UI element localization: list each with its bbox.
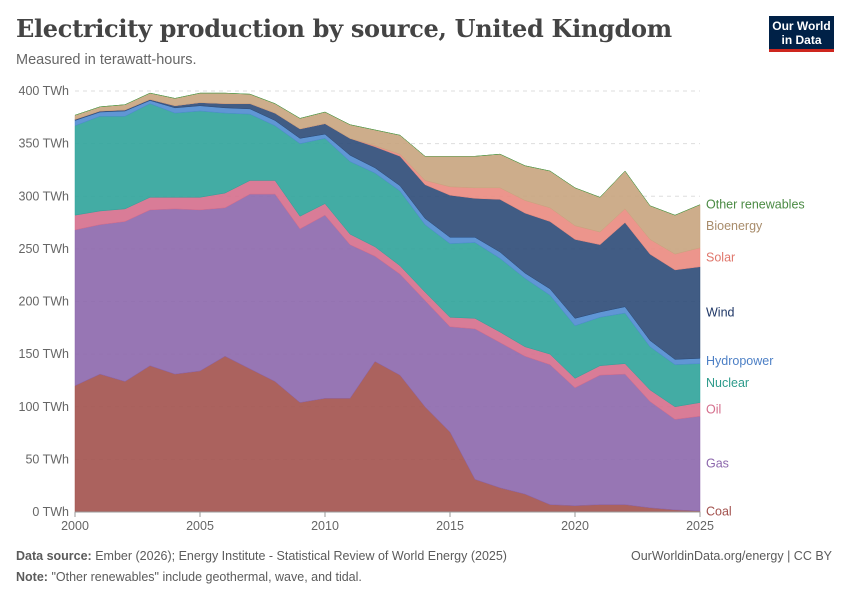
data-source: Data source: Ember (2026); Energy Instit… xyxy=(16,549,507,563)
y-tick-label: 300 TWh xyxy=(19,189,70,203)
y-tick-label: 100 TWh xyxy=(19,400,70,414)
x-tick-label: 2010 xyxy=(311,519,339,533)
y-tick-label: 150 TWh xyxy=(19,347,70,361)
series-label-coal: Coal xyxy=(706,504,732,518)
y-axis: 0 TWh 50 TWh 100 TWh 150 TWh 200 TWh 250 TWh 3… xyxy=(19,84,70,519)
series-label-other-renewables: Other renewables xyxy=(706,198,805,212)
data-source-text: Ember (2026); Energy Institute - Statist… xyxy=(95,549,507,563)
series-labels: Coal Gas Oil Nuclear Hydropower Wind Solar Bioe… xyxy=(706,198,805,519)
logo-line-2: in Data xyxy=(781,33,822,47)
note-label: Note: xyxy=(16,570,48,584)
chart-title: Electricity production by source, United… xyxy=(16,14,672,43)
y-tick-label: 350 TWh xyxy=(19,137,70,151)
x-tick-label: 2005 xyxy=(186,519,214,533)
y-tick-label: 250 TWh xyxy=(19,242,70,256)
y-tick-label: 50 TWh xyxy=(25,452,69,466)
credit-link[interactable]: OurWorldinData.org/energy | CC BY xyxy=(630,549,832,563)
series-label-hydropower: Hydropower xyxy=(706,354,773,368)
series-label-wind: Wind xyxy=(706,306,735,320)
x-tick-label: 2025 xyxy=(686,519,714,533)
area-series xyxy=(74,92,701,513)
y-tick-label: 0 TWh xyxy=(32,505,69,519)
area-other-renewables[interactable] xyxy=(74,92,701,216)
x-tick-label: 2000 xyxy=(61,519,89,533)
series-label-oil: Oil xyxy=(706,402,721,416)
chart-subtitle: Measured in terawatt-hours. xyxy=(16,52,197,68)
note-text: "Other renewables" include geothermal, w… xyxy=(51,570,362,584)
series-label-bioenergy: Bioenergy xyxy=(706,219,763,233)
x-tick-label: 2020 xyxy=(561,519,589,533)
note: Note: "Other renewables" include geother… xyxy=(16,570,362,584)
y-tick-label: 400 TWh xyxy=(19,84,70,98)
x-tick-label: 2015 xyxy=(436,519,464,533)
series-label-gas: Gas xyxy=(706,457,729,471)
logo-line-1: Our World xyxy=(772,19,831,33)
x-axis: 2000 2005 2010 2015 2020 2025 xyxy=(61,511,714,533)
series-label-solar: Solar xyxy=(706,250,735,264)
y-tick-label: 200 TWh xyxy=(19,295,70,309)
owid-logo[interactable]: Our World in Data xyxy=(769,16,834,52)
series-label-nuclear: Nuclear xyxy=(706,376,749,390)
data-source-label: Data source: xyxy=(16,549,92,563)
